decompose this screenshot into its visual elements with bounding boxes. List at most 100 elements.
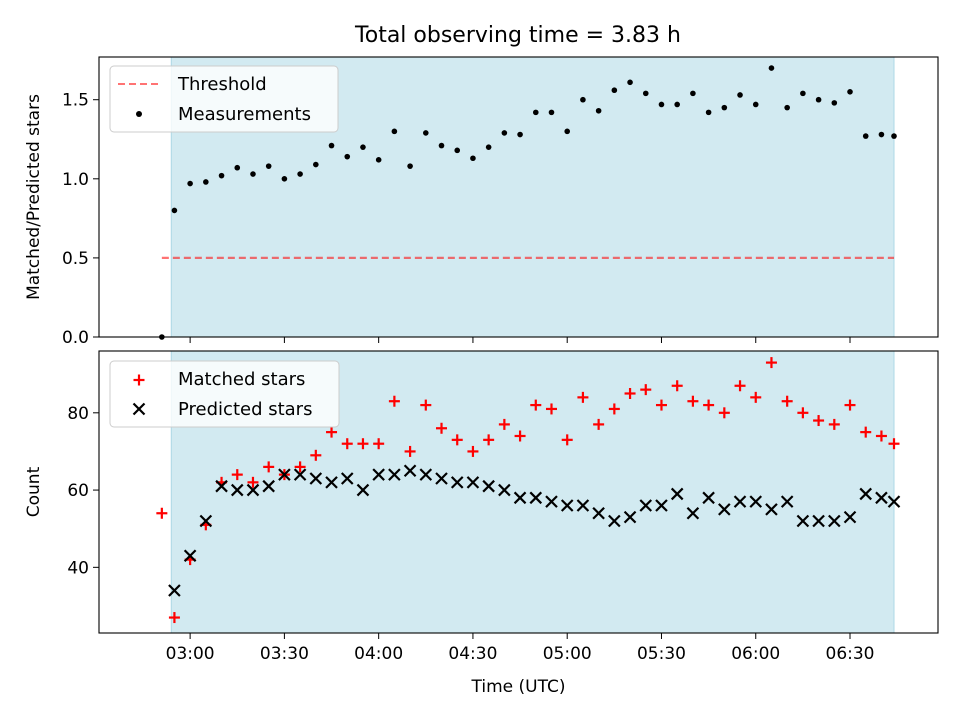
measurement-point <box>705 109 712 116</box>
ratio-y-axis: 0.0 0.5 1.0 1.5 <box>62 91 99 348</box>
ratio-legend: Threshold Measurements <box>109 65 339 133</box>
x-tick-label: 04:00 <box>354 644 403 664</box>
matched-star-point <box>436 422 448 434</box>
measurement-point <box>344 153 351 160</box>
measurement-point <box>768 65 775 71</box>
ratio-x-axis-ticks <box>189 337 851 343</box>
predicted-star-point <box>887 495 901 508</box>
matched-star-point <box>813 415 825 427</box>
matched-star-point <box>168 612 180 624</box>
matched-star-point <box>860 426 872 438</box>
predicted-star-point <box>419 468 433 481</box>
matched-star-point <box>750 391 762 403</box>
x-tick-label: 06:30 <box>826 644 875 664</box>
measurement-point <box>313 161 319 168</box>
matched-star-point <box>326 426 338 438</box>
measurement-point <box>391 128 398 135</box>
measurement-point <box>815 96 822 103</box>
matched-star-point <box>231 469 243 481</box>
measurement-point <box>690 90 696 97</box>
predicted-star-point <box>796 514 810 528</box>
count-y-axis-label: Count <box>24 466 44 517</box>
matched-star-point <box>671 380 683 392</box>
matched-legend-marker <box>133 374 145 386</box>
measurement-point <box>800 90 806 97</box>
matched-star-point <box>263 461 275 473</box>
measurement-point <box>674 101 680 108</box>
matched-star-point <box>781 395 793 407</box>
measurement-point <box>862 133 869 139</box>
predicted-star-point <box>388 468 401 481</box>
x-tick-label: 04:30 <box>448 644 497 664</box>
matched-star-point <box>718 407 730 419</box>
matched-star-point <box>561 434 573 446</box>
matched-legend-swatch <box>133 374 145 386</box>
predicted-star-point <box>435 472 448 485</box>
predicted-star-point <box>293 468 307 481</box>
predicted-legend-label: Predicted stars <box>178 399 312 420</box>
matched-star-point <box>156 507 168 519</box>
measurement-point <box>423 130 429 136</box>
predicted-star-point <box>340 472 354 485</box>
matched-star-point <box>624 387 636 399</box>
predicted-star-point <box>513 491 527 505</box>
chart-title: Total observing time = 3.83 h <box>354 23 681 48</box>
measurement-point <box>831 100 838 106</box>
predicted-star-point <box>325 476 338 489</box>
predicted-star-point <box>450 476 464 489</box>
predicted-star-point <box>309 472 323 485</box>
matched-star-point <box>844 399 856 411</box>
predicted-star-point <box>608 514 621 528</box>
predicted-star-point <box>843 510 857 524</box>
count-y-axis: 40 60 80 <box>67 404 99 578</box>
predicted-star-point <box>545 495 558 508</box>
measurement-point <box>234 164 241 171</box>
predicted-star-point <box>733 495 747 508</box>
x-tick-label: 06:00 <box>731 644 780 664</box>
predicted-star-point <box>482 479 495 493</box>
measurement-point <box>784 104 790 111</box>
matched-star-point <box>498 418 510 430</box>
matched-star-point <box>467 445 479 457</box>
predicted-star-point <box>670 487 684 501</box>
x-tick-label: 03:00 <box>166 644 215 664</box>
predicted-star-point <box>576 499 590 512</box>
measurement-point <box>721 104 728 111</box>
predicted-star-point <box>702 491 715 505</box>
predicted-star-point <box>639 499 653 512</box>
matched-star-point <box>734 380 746 392</box>
predicted-star-point <box>875 491 888 505</box>
measurement-point <box>642 90 649 97</box>
predicted-star-point <box>372 468 385 481</box>
predicted-star-point <box>183 549 197 563</box>
matched-star-point <box>294 461 306 473</box>
y-tick-label: 0.0 <box>62 328 89 348</box>
matched-star-point <box>545 403 557 415</box>
predicted-star-point <box>403 464 417 478</box>
measurement-point <box>847 89 853 95</box>
measurement-point <box>580 96 586 103</box>
time-x-axis: 03:00 03:30 04:00 04:30 05:00 05:30 06:00 06:30 <box>166 633 875 664</box>
y-tick-label: 0.5 <box>62 249 89 269</box>
measurements-points <box>159 65 897 340</box>
predicted-star-point <box>765 503 778 516</box>
measurement-point <box>627 79 633 86</box>
matched-star-point <box>451 434 463 446</box>
y-tick-label: 1.0 <box>62 170 89 190</box>
x-axis-label: Time (UTC) <box>471 677 566 697</box>
matched-star-point <box>828 418 840 430</box>
predicted-star-point <box>780 495 794 508</box>
matched-star-point <box>310 449 322 461</box>
predicted-star-point <box>199 514 213 528</box>
predicted-star-point <box>686 506 700 520</box>
predicted-star-point <box>262 479 275 493</box>
matched-star-point <box>608 403 620 415</box>
matched-star-point <box>593 418 605 430</box>
measurement-point <box>218 172 225 179</box>
predicted-star-point <box>278 468 291 481</box>
measurement-point <box>564 128 571 135</box>
y-tick-label: 60 <box>67 481 89 501</box>
predicted-star-point <box>623 510 637 524</box>
count-legend-box <box>109 360 340 428</box>
